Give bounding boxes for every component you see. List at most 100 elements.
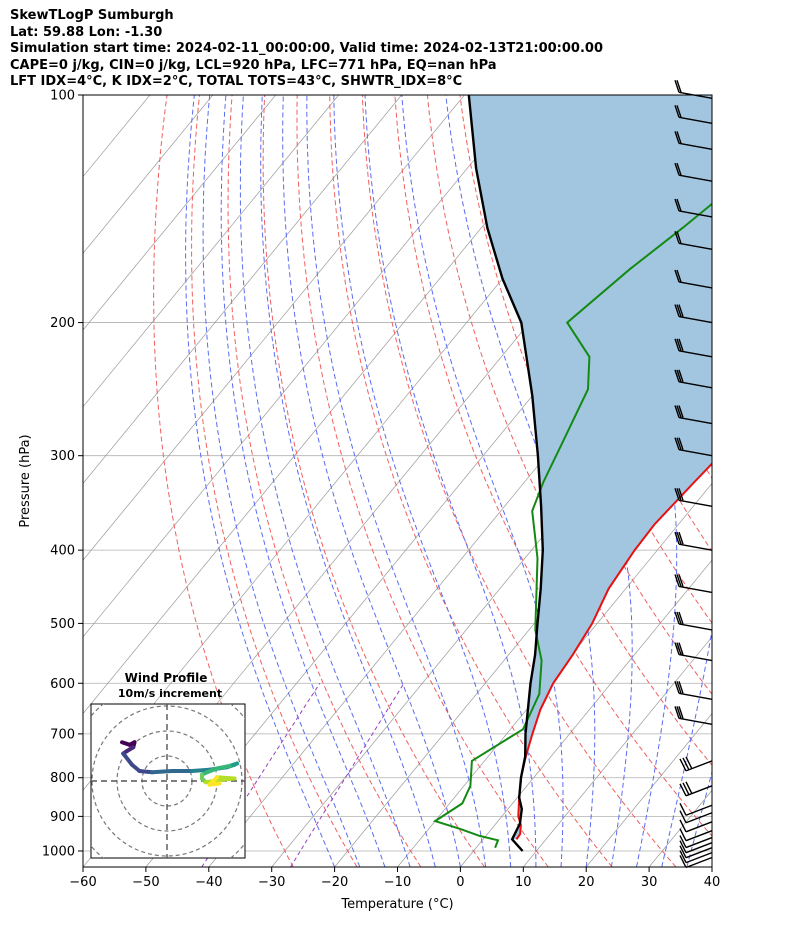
x-tick-label: 0 <box>456 875 464 890</box>
x-tick-label: 40 <box>704 875 721 890</box>
x-tick-label: 30 <box>641 875 658 890</box>
moist-adiabat <box>333 95 512 867</box>
barb-staff <box>678 499 713 507</box>
barb-flag <box>676 80 682 93</box>
x-tick-label: 10 <box>515 875 532 890</box>
moist-adiabat <box>185 95 336 867</box>
barb-flag <box>685 756 693 770</box>
hodograph-inset: Wind Profile 10m/s increment <box>90 671 246 859</box>
barb-flag <box>679 783 687 797</box>
x-axis-label: Temperature (°C) <box>340 897 453 912</box>
hodograph-segment <box>190 767 212 773</box>
barb-flag <box>674 642 680 655</box>
dry-adiabat <box>361 95 677 867</box>
barb-flag <box>676 162 682 176</box>
wind-barb <box>679 828 713 842</box>
wind-barb <box>674 531 713 551</box>
dry-adiabat <box>191 95 358 867</box>
barb-staff <box>678 116 713 124</box>
barb-flag <box>674 574 680 587</box>
barb-flag <box>678 574 684 587</box>
wind-barb <box>674 574 713 594</box>
isotherm-gridline <box>775 95 794 867</box>
barb-staff <box>678 142 713 151</box>
isotherm-gridline <box>585 713 712 867</box>
hodograph-segment <box>215 764 232 771</box>
barb-flag <box>678 369 684 383</box>
barb-staff <box>678 623 713 631</box>
isotherm-gridline <box>397 482 712 867</box>
barb-flag <box>679 810 687 824</box>
barb-flag <box>676 269 682 283</box>
wind-barb <box>674 80 713 99</box>
barb-staff <box>678 692 713 700</box>
barb-flag <box>678 531 684 545</box>
dry-adiabat <box>153 95 294 867</box>
barb-flag <box>678 488 684 501</box>
isotherm-gridline <box>83 95 214 254</box>
barb-staff <box>678 350 713 358</box>
wind-barb <box>674 304 713 324</box>
barb-flag <box>676 642 682 655</box>
barb-flag <box>674 681 680 694</box>
isotherm-gridline <box>83 95 465 561</box>
barb-staff <box>685 842 713 854</box>
series-layer <box>432 95 712 852</box>
y-tick-label: 700 <box>50 727 75 742</box>
barb-flag <box>674 338 680 352</box>
barb-flag <box>678 611 684 625</box>
barb-flag <box>674 437 680 450</box>
barb-flag <box>676 706 682 719</box>
moist-adiabat <box>401 95 564 867</box>
wind-barb <box>679 835 713 849</box>
wind-barb <box>679 845 713 859</box>
barb-staff <box>678 91 713 99</box>
barb-flag <box>679 758 687 772</box>
barb-flag <box>679 855 687 868</box>
barb-flag <box>678 681 684 694</box>
dry-adiabat <box>426 95 712 766</box>
barb-flag <box>679 819 687 833</box>
isotherm-gridline <box>83 95 528 638</box>
hodograph-segment <box>150 769 174 775</box>
x-tick-label: −50 <box>132 875 159 890</box>
wind-barb <box>679 756 713 772</box>
x-tick-label: −40 <box>195 875 222 890</box>
barb-flag <box>679 850 687 863</box>
isotherm-gridline <box>711 866 712 867</box>
barb-flag <box>676 369 682 383</box>
isotherm-gridline <box>83 95 402 485</box>
wind-barb <box>679 781 713 797</box>
y-tick-label: 400 <box>50 544 75 559</box>
barb-flag <box>676 231 682 244</box>
barb-flag <box>674 198 680 212</box>
barb-flag <box>676 105 682 118</box>
isotherm-gridline <box>523 636 712 867</box>
wind-barb <box>679 850 713 864</box>
y-tick-label: 900 <box>50 810 75 825</box>
barb-flag <box>678 642 684 655</box>
barb-flag <box>674 369 680 383</box>
barb-flag <box>676 681 682 694</box>
barb-staff <box>678 449 713 457</box>
index-line: LFT IDX=4°C, K IDX=2°C, TOTAL TOTS=43°C,… <box>10 74 463 89</box>
barb-staff <box>685 851 713 864</box>
hodograph-subtitle: 10m/s increment <box>118 687 222 700</box>
dry-adiabat <box>394 95 712 837</box>
location-line: Lat: 59.88 Lon: -1.30 <box>10 24 163 40</box>
barb-flag <box>674 611 680 625</box>
dry-adiabat <box>227 95 422 867</box>
wind-barb <box>674 231 713 250</box>
barb-flag <box>674 488 680 501</box>
hodograph-title: Wind Profile <box>125 671 208 685</box>
dry-adiabat <box>296 95 549 867</box>
y-axis-label: Pressure (hPa) <box>18 434 33 527</box>
wind-barbs <box>674 80 713 869</box>
barb-flag <box>679 840 687 853</box>
barb-staff <box>685 830 713 842</box>
barb-flag <box>676 304 682 317</box>
moist-adiabat <box>306 95 487 867</box>
x-tick-label: −20 <box>321 875 348 890</box>
barb-staff <box>678 381 713 389</box>
